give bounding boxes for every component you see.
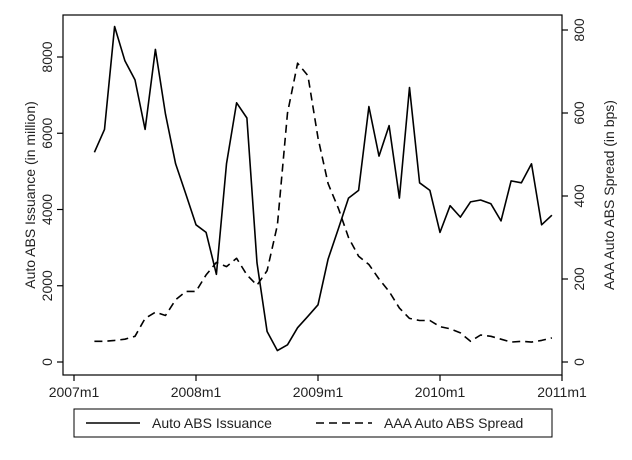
right-y-tick-label-600: 600	[571, 101, 587, 125]
x-axis-ticks: 2007m1 2008m1 2009m1 2010m1 2011m1	[49, 375, 587, 400]
right-y-tick-label-200: 200	[571, 267, 587, 291]
left-y-tick-label-4000: 4000	[39, 194, 55, 225]
left-y-tick-label-0: 0	[39, 358, 55, 366]
x-tick-label-2009m1: 2009m1	[293, 384, 344, 400]
right-y-tick-label-0: 0	[571, 358, 587, 366]
left-y-axis-title: Auto ABS Issuance (in million)	[22, 101, 38, 289]
right-y-axis-title: AAA Auto ABS Spread (in bps)	[601, 100, 617, 290]
left-y-axis-ticks: 0 2000 4000 6000 8000	[39, 41, 63, 366]
series-layer	[93, 25, 553, 352]
legend-label-aaa-auto-abs-spread: AAA Auto ABS Spread	[384, 415, 523, 431]
right-y-tick-label-800: 800	[571, 18, 587, 42]
legend-box	[73, 408, 553, 438]
series-line-aaa-auto-abs-spread	[94, 62, 553, 343]
x-tick-label-2010m1: 2010m1	[415, 384, 466, 400]
chart-legend: Auto ABS Issuance AAA Auto ABS Spread	[73, 408, 553, 438]
x-tick-label-2011m1: 2011m1	[537, 384, 587, 400]
series-line-auto-abs-issuance	[93, 25, 553, 352]
x-tick-label-2008m1: 2008m1	[171, 384, 222, 400]
left-y-tick-label-8000: 8000	[39, 41, 55, 72]
left-y-tick-label-2000: 2000	[39, 270, 55, 301]
right-y-tick-label-400: 400	[571, 184, 587, 208]
plot-area-frame	[62, 14, 563, 376]
x-tick-label-2007m1: 2007m1	[49, 384, 100, 400]
right-y-axis-ticks: 0 200 400 600 800	[562, 18, 587, 366]
legend-label-auto-abs-issuance: Auto ABS Issuance	[152, 415, 272, 431]
left-y-tick-label-6000: 6000	[39, 117, 55, 148]
